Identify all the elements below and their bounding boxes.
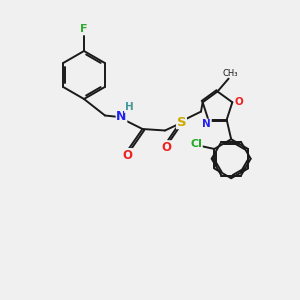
Text: S: S [177, 116, 186, 129]
Text: N: N [202, 119, 211, 129]
Text: N: N [116, 110, 127, 124]
Text: Cl: Cl [190, 140, 202, 149]
Text: O: O [235, 97, 243, 107]
Text: CH₃: CH₃ [223, 69, 239, 78]
Text: O: O [122, 148, 133, 162]
Text: O: O [161, 141, 172, 154]
Text: F: F [80, 24, 88, 34]
Text: H: H [124, 102, 134, 112]
